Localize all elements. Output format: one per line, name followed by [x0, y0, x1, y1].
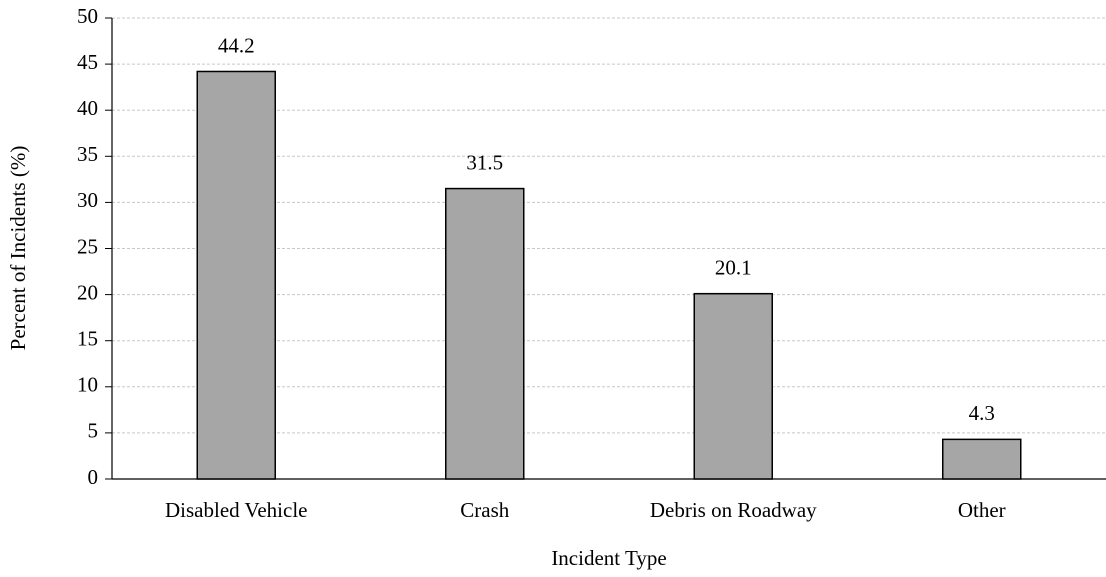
y-tick-label: 0 — [88, 465, 99, 489]
data-label: 4.3 — [969, 401, 995, 425]
x-tick-label: Crash — [460, 498, 509, 522]
y-axis-title: Percent of Incidents (%) — [6, 146, 30, 351]
y-tick-label: 45 — [77, 50, 98, 74]
y-tick-label: 40 — [77, 96, 98, 120]
x-axis-title: Incident Type — [551, 546, 666, 570]
bar — [693, 292, 773, 480]
x-tick-label: Debris on Roadway — [650, 498, 817, 522]
y-tick-label: 50 — [77, 4, 98, 28]
data-label: 44.2 — [218, 33, 255, 57]
bar — [942, 438, 1022, 480]
y-tick-label: 20 — [77, 280, 98, 304]
data-label: 20.1 — [715, 255, 752, 279]
x-tick-label: Disabled Vehicle — [165, 498, 308, 522]
bar — [445, 187, 525, 480]
y-tick-label: 30 — [77, 188, 98, 212]
y-tick-label: 25 — [77, 234, 98, 258]
data-label: 31.5 — [466, 150, 503, 174]
y-tick-label: 5 — [88, 419, 99, 443]
bar — [196, 70, 276, 480]
y-tick-label: 10 — [77, 373, 98, 397]
y-tick-label: 15 — [77, 327, 98, 351]
x-tick-label: Other — [958, 498, 1006, 522]
y-tick-label: 35 — [77, 142, 98, 166]
